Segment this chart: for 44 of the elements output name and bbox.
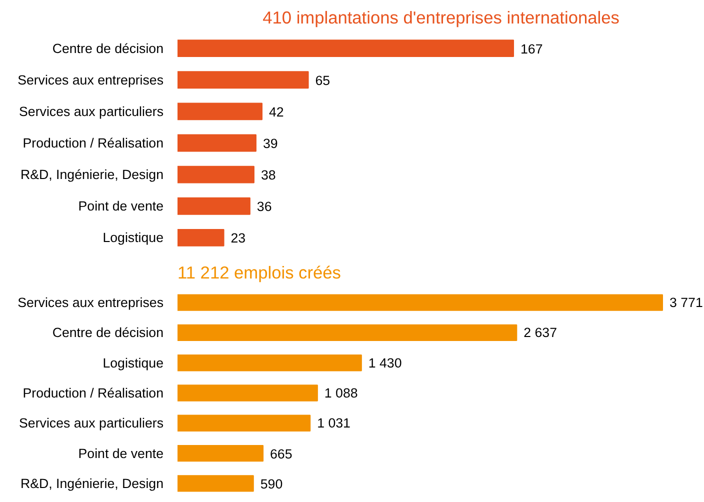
chart-title: 11 212 emplois créés (178, 262, 342, 282)
data-label: 36 (256, 199, 272, 214)
data-label: 1 088 (324, 386, 358, 400)
bar (178, 354, 362, 372)
y-tick-label: Centre de décision (52, 325, 164, 340)
bar (178, 444, 264, 462)
y-tick-label: Point de vente (78, 446, 164, 461)
data-label: 590 (260, 476, 283, 492)
y-tick-label: Production / Réalisation (22, 386, 164, 400)
bar (178, 71, 309, 89)
y-tick-label: Production / Réalisation (22, 136, 164, 150)
bar (178, 40, 514, 57)
y-tick-label: R&D, Ingénierie, Design (20, 167, 164, 182)
y-tick-label: Services aux particuliers (19, 416, 164, 431)
bar (178, 134, 256, 152)
y-tick-label: Centre de décision (52, 40, 164, 56)
data-label: 167 (520, 41, 543, 56)
bar (178, 384, 318, 402)
data-label: 1 430 (368, 355, 402, 370)
bar (178, 166, 254, 184)
data-label: 1 031 (317, 416, 350, 431)
bar (178, 229, 224, 246)
data-label: 665 (270, 446, 292, 462)
y-tick-label: Services aux entreprises (18, 72, 164, 88)
y-tick-label: Services aux particuliers (19, 104, 164, 119)
data-label: 3 771 (670, 295, 703, 310)
data-label: 2 637 (524, 325, 558, 340)
chart-title: 410 implantations d'entreprises internationales (262, 8, 620, 28)
bar (178, 197, 250, 215)
data-label: 38 (260, 168, 276, 183)
data-label: 65 (315, 72, 330, 88)
y-tick-label: Logistique (102, 230, 164, 246)
data-label: 39 (262, 136, 278, 151)
data-label: 23 (230, 230, 246, 246)
bar (178, 414, 311, 432)
y-tick-label: Point de vente (78, 198, 164, 214)
bar (178, 294, 663, 311)
bar (178, 475, 254, 492)
y-tick-label: R&D, Ingénierie, Design (20, 476, 164, 491)
data-label: 42 (269, 104, 284, 120)
y-tick-label: Services aux entreprises (18, 295, 164, 310)
bar (178, 102, 263, 120)
y-tick-label: Logistique (102, 355, 164, 370)
bar (178, 324, 518, 342)
